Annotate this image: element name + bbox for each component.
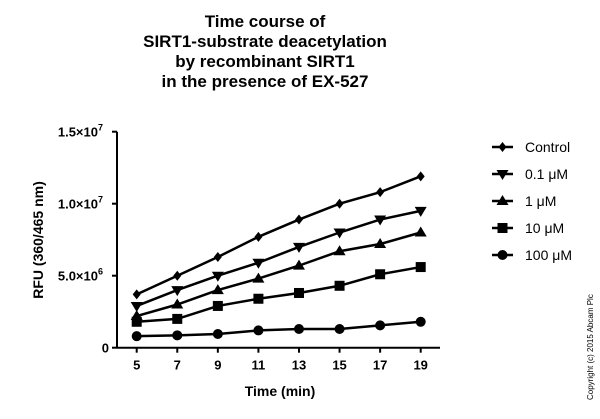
series-line bbox=[136, 175, 422, 296]
x-tick-label: 13 bbox=[292, 358, 306, 373]
data-point bbox=[253, 293, 264, 304]
data-point bbox=[212, 329, 223, 340]
data-point bbox=[374, 238, 387, 249]
data-point bbox=[292, 259, 305, 270]
x-tick-label: 17 bbox=[373, 358, 387, 373]
x-tick-label: 5 bbox=[133, 358, 140, 373]
data-point bbox=[132, 289, 141, 300]
data-point bbox=[376, 187, 385, 198]
series-line bbox=[136, 209, 421, 308]
series-line bbox=[136, 265, 421, 324]
data-point bbox=[416, 171, 425, 182]
series-line bbox=[136, 320, 421, 338]
legend-label: Control bbox=[525, 139, 570, 155]
data-point bbox=[293, 287, 304, 298]
x-tick-label: 7 bbox=[174, 358, 181, 373]
data-point bbox=[294, 214, 303, 225]
data-point bbox=[173, 270, 182, 281]
data-point bbox=[172, 330, 183, 341]
data-point bbox=[172, 313, 183, 324]
legend-label: 1 μM bbox=[525, 193, 556, 209]
legend-marker bbox=[498, 142, 507, 152]
title-line: by recombinant SIRT1 bbox=[175, 52, 355, 71]
data-point bbox=[252, 272, 265, 283]
x-tick-label: 15 bbox=[332, 358, 346, 373]
data-point bbox=[211, 284, 224, 295]
data-point bbox=[335, 198, 344, 209]
data-point bbox=[292, 242, 305, 253]
chart-title: Time course of SIRT1-substrate deacetyla… bbox=[120, 12, 410, 92]
title-line: Time course of bbox=[204, 12, 326, 31]
x-tick-label: 9 bbox=[214, 358, 221, 373]
y-tick-label: 0 bbox=[102, 341, 109, 356]
data-point bbox=[130, 301, 143, 312]
title-line: in the presence of EX-527 bbox=[161, 72, 369, 91]
x-axis-label: Time (min) bbox=[244, 383, 316, 399]
data-point bbox=[212, 300, 223, 311]
data-point bbox=[252, 258, 265, 269]
y-tick-label: 5.0×106 bbox=[58, 267, 103, 284]
title-line: SIRT1-substrate deacetylation bbox=[143, 32, 387, 51]
data-point bbox=[334, 280, 345, 291]
data-point bbox=[375, 269, 386, 280]
legend-marker bbox=[497, 223, 508, 233]
legend-marker bbox=[496, 170, 509, 180]
data-point bbox=[415, 262, 426, 273]
data-point bbox=[254, 231, 263, 242]
data-point bbox=[374, 215, 387, 226]
data-point bbox=[253, 325, 264, 336]
data-point bbox=[414, 226, 427, 237]
data-point bbox=[131, 316, 142, 327]
data-point bbox=[171, 286, 184, 297]
legend-label: 100 μM bbox=[525, 247, 572, 263]
x-tick-label: 19 bbox=[413, 358, 427, 373]
data-point bbox=[293, 323, 304, 334]
data-point bbox=[415, 316, 426, 327]
data-point bbox=[414, 206, 427, 217]
data-point bbox=[333, 245, 346, 256]
series-line bbox=[136, 231, 422, 318]
legend-label: 0.1 μM bbox=[525, 166, 568, 182]
data-point bbox=[334, 323, 345, 334]
legend-label: 10 μM bbox=[525, 220, 564, 236]
x-tick-label: 11 bbox=[252, 358, 266, 373]
legend-marker bbox=[496, 195, 509, 205]
data-point bbox=[211, 271, 224, 282]
data-point bbox=[333, 228, 346, 239]
y-tick-label: 1.5×107 bbox=[58, 123, 103, 140]
legend-marker bbox=[497, 250, 508, 260]
data-point bbox=[213, 251, 222, 262]
data-point bbox=[375, 320, 386, 331]
y-tick-label: 1.0×107 bbox=[58, 195, 103, 212]
data-point bbox=[131, 331, 142, 342]
data-point bbox=[171, 298, 184, 309]
